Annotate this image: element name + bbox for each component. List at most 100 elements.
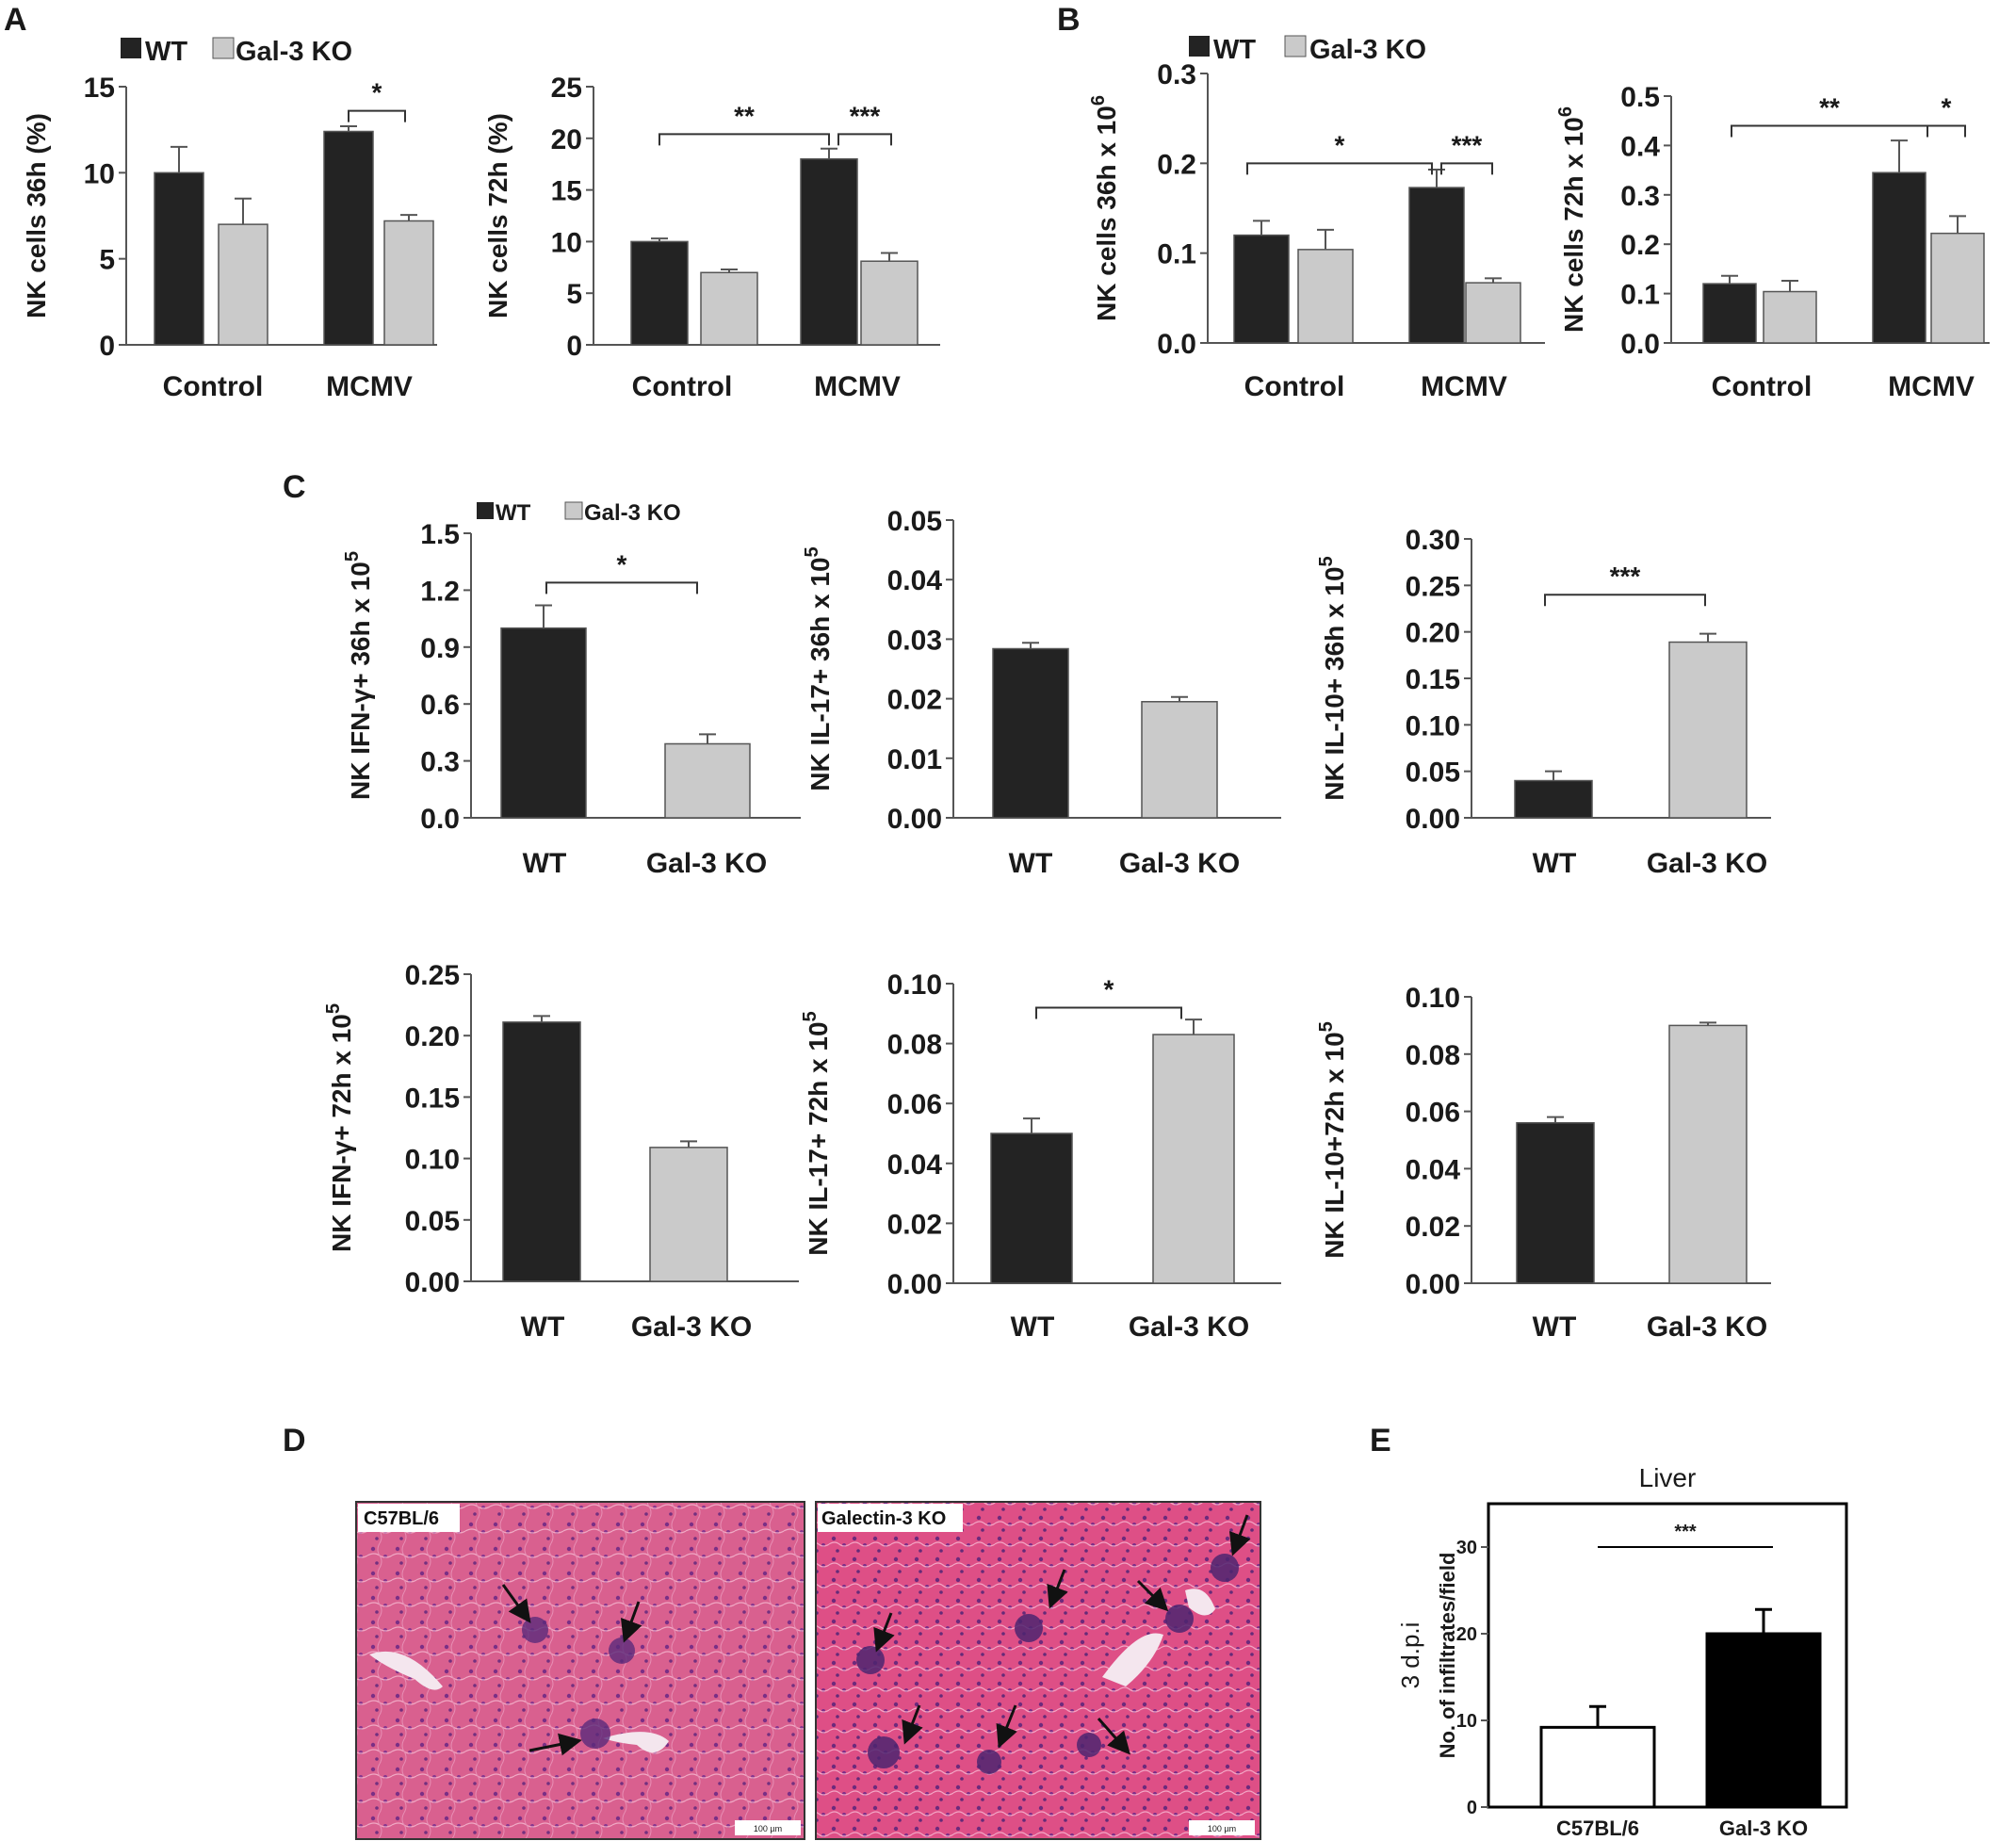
scale-bar-box [735,1820,801,1835]
category-label: Control [1712,371,1813,402]
y-tick-label: 10 [84,158,115,189]
y-axis-label-superscript: 5 [800,1011,821,1021]
infiltrate [580,1719,610,1749]
y-axis-label-superscript: 5 [1316,556,1337,566]
category-label: WT [521,1312,565,1343]
significance-label: *** [1610,562,1641,591]
bar-wt [1514,779,1593,819]
y-axis-label-superscript: 6 [1555,106,1576,117]
y-tick-label: 0.00 [887,804,942,835]
bar-wt [154,171,204,346]
panel-letter-e: E [1370,1423,1391,1458]
y-tick-label: 25 [551,73,582,104]
bar-wt [1539,1725,1656,1809]
y-tick-label: 0.15 [405,1083,460,1114]
bar-gal3-ko [1465,282,1521,344]
significance-bracket [1544,594,1706,607]
bar-gal3-ko [1668,1024,1748,1284]
category-label: WT [1009,848,1053,879]
category-label: Control [163,371,264,402]
y-tick-label: 10 [551,227,582,258]
chart-c-ifng-36h: 0.0 0.3 0.6 0.9 1.2 1.5 WT Gal-3 KO NK IFN-γ+ 36… [342,519,801,879]
y-tick-label: 0.6 [420,690,460,721]
category-label: Control [1244,371,1345,402]
y-tick-label: 0.06 [1406,1098,1460,1129]
bar-wt [1516,1122,1595,1284]
infiltrate [1165,1605,1194,1633]
y-tick-label: 0.06 [887,1089,942,1120]
arrow-icon [620,1601,642,1643]
y-tick-label: 0.04 [887,565,943,596]
panel-letter-d: D [283,1423,306,1458]
significance-bracket [348,109,406,122]
bar-gal3-ko [218,223,268,346]
y-axis-label: NK cells 72h (%) [483,113,512,318]
legend-label-ko: Gal-3 KO [1309,35,1426,65]
y-tick-label: 0.15 [1406,664,1460,695]
legend-a: WT Gal-3 KO [121,37,352,67]
y-tick-label: 0.0 [1157,329,1196,360]
micrograph-image [355,1501,805,1840]
infiltrate [977,1750,1001,1774]
scale-bar-box [1189,1820,1255,1835]
arrow-icon [528,1733,582,1756]
legend-swatch-ko [1284,35,1307,57]
significance-label: * [372,78,382,107]
y-tick-label: 0.20 [405,1021,460,1052]
micrograph-label: C57BL/6 [364,1508,439,1529]
bar-wt [502,1021,581,1282]
y-tick-label: 0.02 [887,685,942,716]
bar-gal3-ko [1152,1034,1235,1284]
bar-wt [1233,234,1290,344]
category-label: Gal-3 KO [1129,1312,1249,1343]
significance-label: ** [1819,92,1840,122]
y-tick-label: 0.04 [887,1149,943,1181]
plot-frame [1487,1502,1848,1809]
significance-bracket [1440,162,1493,175]
significance-label: ** [734,101,755,130]
panel-letter-c: C [283,469,306,505]
arrow-icon [1136,1579,1169,1612]
arrow-icon [873,1612,895,1653]
chart-c-il10-36h: 0.00 0.05 0.10 0.15 0.20 0.25 0.30 WT Gal-3 KO NK… [1316,525,1771,879]
legend-label-ko: Gal-3 KO [236,37,352,67]
bar-gal3-ko [1668,641,1748,819]
side-label: 3 d.p.i [1396,1622,1424,1689]
y-tick-label: 0 [566,331,582,362]
infiltrate [1211,1554,1239,1582]
vessel-shape [1102,1633,1163,1686]
infiltrate [522,1617,548,1643]
category-label: WT [1011,1312,1055,1343]
infiltrate [856,1646,885,1674]
category-label: MCMV [326,371,413,402]
y-tick-label: 0.10 [1406,710,1460,741]
legend-swatch-wt [121,38,141,58]
y-axis-label: NK IFN-γ+ 36h x 105 [342,551,375,800]
micrograph-label: Galectin-3 KO [821,1508,946,1529]
y-tick-label: 0.03 [887,625,942,656]
y-tick-label: 30 [1456,1538,1477,1558]
category-label: Gal-3 KO [1647,848,1767,879]
significance-bracket [837,133,892,146]
category-label: Gal-3 KO [1119,848,1240,879]
y-tick-label: 5 [566,279,582,310]
vessel-shape [1185,1588,1215,1616]
legend-label-wt: WT [1213,35,1256,65]
bar-wt [1872,171,1927,344]
infiltrate [1077,1733,1101,1757]
y-tick-label: 0 [1467,1798,1477,1818]
y-tick-label: 0.4 [1620,131,1660,162]
y-tick-label: 0.25 [1406,571,1460,602]
legend-swatch-ko [564,501,583,520]
arrow-icon [996,1704,1017,1749]
vessel-shape [603,1732,669,1753]
y-axis-label-superscript: 6 [1088,95,1109,106]
y-tick-label: 0.05 [1406,758,1460,789]
y-tick-label: 0 [99,331,115,362]
y-axis-label: NK IL-10+ 36h x 105 [1316,556,1349,800]
y-axis-label-superscript: 5 [802,546,822,557]
chart-e-liver-infiltrates: 0 10 20 30 C57BL/6 Gal-3 KO No. of infiltrates… [1396,1463,1848,1840]
chart-c-il10-72h: 0.00 0.02 0.04 0.06 0.08 0.10 WT Gal-3 KO NK IL-… [1316,983,1771,1343]
